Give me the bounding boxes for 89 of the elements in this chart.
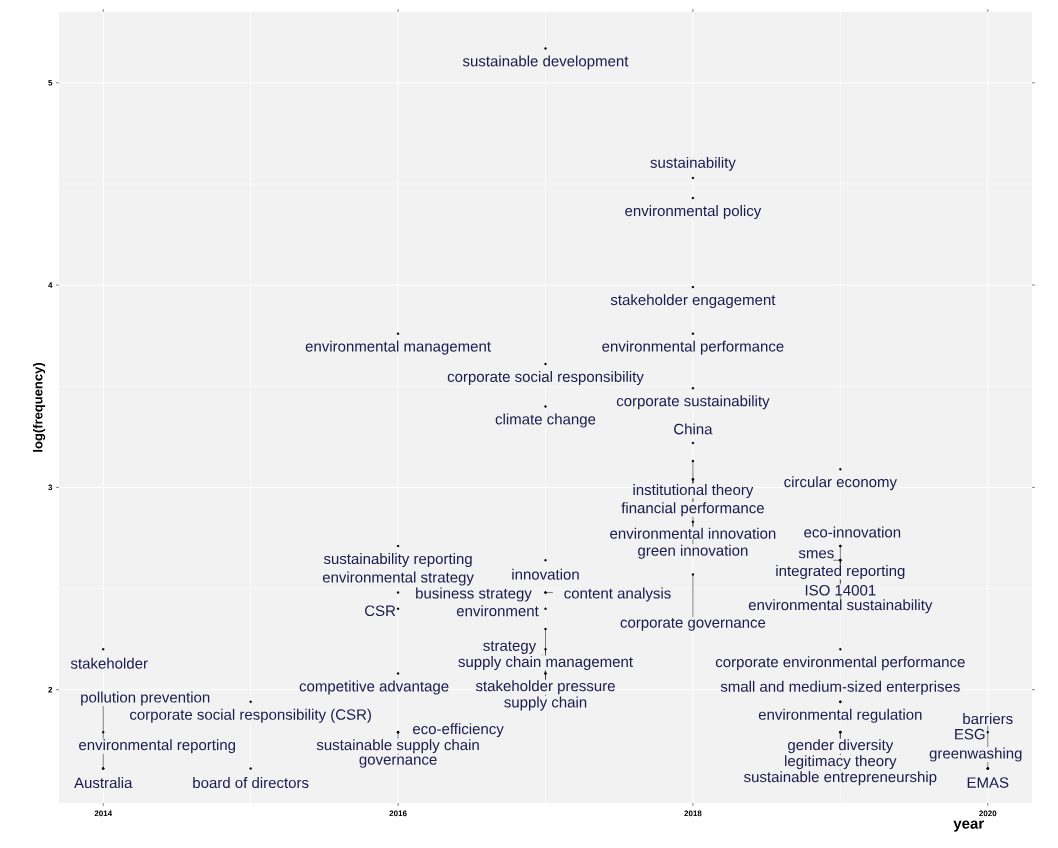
point [544, 607, 547, 610]
y-tick-label: 5 [48, 80, 53, 86]
point [691, 285, 695, 289]
annotation: content analysis [564, 587, 671, 602]
point [544, 362, 547, 366]
annotation: barriers [963, 713, 1013, 725]
annotation: environment [456, 605, 539, 617]
point [839, 648, 842, 651]
annotation: China [674, 423, 713, 435]
point [396, 591, 400, 594]
point [544, 47, 547, 50]
annotation: stakeholder [70, 657, 148, 669]
point [544, 559, 547, 562]
annotation: environmental management [305, 340, 491, 355]
annotation: sustainability reporting [323, 553, 472, 568]
point [691, 459, 695, 463]
annotation: small and medium-sized enterprises [720, 680, 960, 695]
annotation: governance [359, 756, 437, 768]
annotation: corporate social responsibility [447, 371, 644, 385]
x-tick-label: 2014 [94, 810, 113, 817]
annotation: institutional theory [633, 484, 754, 499]
annotation: sustainable entrepreneurship [744, 771, 937, 786]
annotation: innovation [512, 568, 579, 580]
annotation: environmental regulation [758, 708, 922, 723]
annotation: environmental strategy [322, 571, 474, 586]
annotation: sustainable supply chain [316, 739, 479, 754]
annotation: pollution prevention [81, 691, 210, 706]
annotation: stakeholder engagement [610, 294, 776, 309]
annotation: corporate environmental performance [715, 656, 965, 671]
point [249, 767, 252, 770]
annotation: environmental performance [602, 340, 784, 355]
x-axis-title: year [953, 820, 984, 832]
point [544, 405, 547, 408]
point [396, 607, 400, 610]
point [691, 520, 695, 523]
y-tick-label: 2 [48, 686, 53, 693]
point [986, 730, 989, 734]
point [544, 648, 547, 651]
annotation: supply chain [504, 696, 587, 711]
x-tick-label: 2016 [389, 810, 407, 817]
x-tick-label: 2018 [684, 810, 702, 817]
annotation: strategy [483, 641, 537, 654]
y-tick-label: 4 [48, 282, 53, 288]
y-axis-title: log(frequency) [32, 362, 46, 452]
y-tick-label: 3 [48, 484, 53, 491]
annotation: corporate governance [620, 617, 766, 631]
annotation: corporate sustainability [616, 395, 770, 410]
annotation: supply chain management [458, 656, 633, 670]
annotation: legitimacy theory [785, 755, 897, 770]
x-tick-label: 2020 [979, 810, 997, 817]
annotation: competitive advantage [299, 680, 449, 695]
annotation: greenwashing [929, 747, 1022, 762]
annotation: ISO 14001 [805, 584, 876, 596]
annotation: smes [798, 550, 834, 559]
point [691, 387, 695, 390]
annotation: financial performance [621, 502, 764, 517]
annotation: green innovation [638, 544, 748, 559]
point [691, 573, 695, 576]
point [691, 441, 695, 445]
point [396, 332, 400, 335]
annotation: integrated reporting [776, 565, 905, 580]
point [396, 544, 400, 548]
annotation: circular economy [784, 476, 897, 491]
point [249, 700, 252, 704]
annotation: gender diversity [788, 739, 894, 754]
annotation: environmental policy [625, 205, 762, 220]
point [839, 467, 842, 471]
annotation: CSR [365, 605, 396, 617]
point [544, 627, 547, 631]
annotation: stakeholder pressure [475, 680, 615, 695]
annotation: eco-innovation [804, 526, 901, 538]
annotation: business strategy [416, 587, 532, 602]
point [691, 196, 695, 200]
annotation: sustainable development [462, 55, 629, 70]
point [396, 672, 400, 675]
annotation: Australia [74, 777, 133, 789]
annotation: board of directors [193, 777, 309, 789]
point [691, 332, 695, 335]
annotation: corporate social responsibility (CSR) [130, 708, 371, 723]
annotation: eco-efficiency [413, 723, 504, 738]
annotation: sustainability [650, 156, 736, 171]
annotation: environmental sustainability [748, 599, 933, 614]
annotation: EMAS [967, 777, 1009, 788]
point [544, 672, 547, 675]
annotation: environmental reporting [79, 739, 236, 754]
point [691, 176, 695, 180]
annotation: environmental innovation [610, 527, 776, 539]
annotation: ESG [955, 728, 985, 740]
annotation: climate change [495, 413, 596, 428]
